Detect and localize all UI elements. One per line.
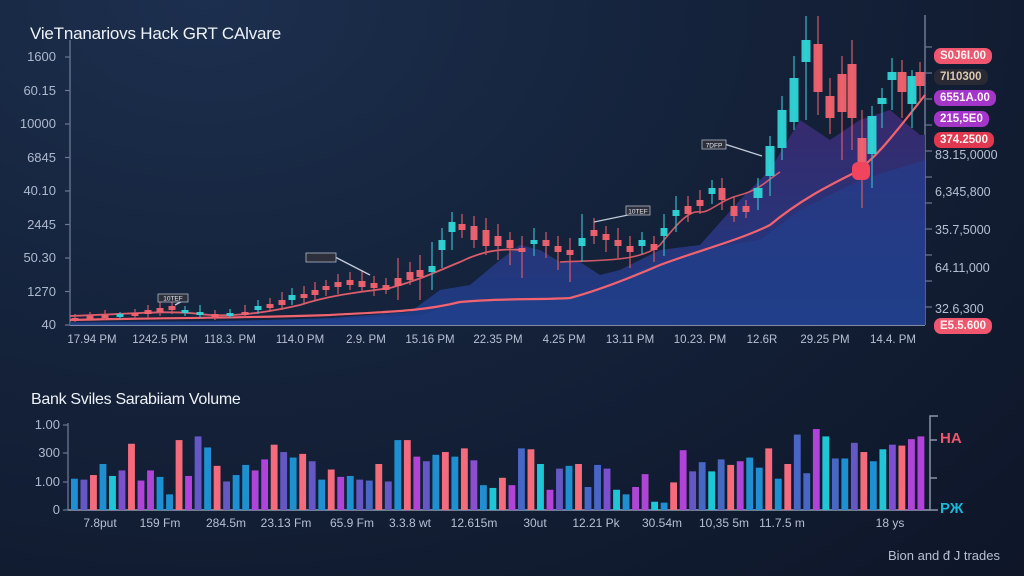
price-tag: S0J6I.00 [934, 48, 993, 64]
volume-x-tick-label: 65.9 Fm [329, 516, 375, 530]
svg-text:10TEF: 10TEF [163, 296, 183, 303]
volume-x-tick-label: 30.54m [641, 516, 683, 530]
volume-x-tick-label: 10,35 5m [698, 516, 750, 530]
y-tick-label: 6845 [27, 149, 56, 165]
y-tick-label: 1600 [27, 49, 56, 64]
x-tick-label: 17.94 PM [67, 334, 117, 346]
x-tick-label: 118.3. PM [204, 334, 256, 346]
volume-y-tick-label: 0 [52, 502, 60, 517]
volume-x-tick-label: 11.7.5 m [759, 516, 805, 530]
y-tick-label: 40.10 [23, 183, 56, 198]
volume-side-label: РЖ [940, 500, 964, 517]
price-tag: 374.2500 [934, 132, 994, 148]
x-tick-label: 13.11 PM [605, 334, 655, 346]
x-tick-label: 22.35 PM [473, 334, 523, 346]
y-right-tick-label: 6,345,800 [935, 185, 991, 199]
svg-text:7DFP: 7DFP [706, 143, 723, 150]
x-tick-label: 14.4. PM [869, 334, 917, 346]
svg-text:10TEF: 10TEF [628, 209, 648, 216]
volume-x-tick-label: 12.615m [450, 516, 498, 530]
volume-x-tick-label: 7.8put [83, 516, 117, 530]
y-tick-label: 50.30 [23, 250, 56, 265]
volume-x-tick-label: 284.5m [205, 516, 247, 530]
y-tick-label: 2445 [27, 216, 56, 232]
y-right-tick-label: 35.7,5000 [935, 223, 991, 237]
y-tick-label: 10000 [19, 116, 56, 131]
volume-x-tick-label: 12.21 Pk [572, 516, 620, 530]
y-tick-label: 40 [41, 317, 56, 332]
volume-x-tick-label: 3.3.8 wt [388, 516, 432, 530]
price-tag: E5.5.600 [934, 318, 993, 334]
volume-x-tick-label: 30ut [523, 516, 547, 530]
price-tag: 215,5E0 [934, 111, 989, 127]
price-tag: 6551A.00 [934, 90, 996, 106]
price-tag: 7I10300 [934, 69, 988, 85]
x-tick-label: 2.9. PM [346, 334, 386, 346]
y-right-tick-label: 32.6,300 [935, 302, 984, 316]
volume-title: Bank Sviles Sarabiiam Volume [31, 391, 241, 408]
volume-x-tick-label: 159 Fm [139, 516, 181, 530]
volume-x-tick-label: 18 ys [875, 516, 905, 530]
volume-x-tick-label: 23.13 Fm [260, 516, 312, 530]
x-tick-label: 15.16 PM [405, 334, 455, 346]
y-right-tick-label: 64.11,000 [935, 261, 990, 275]
x-tick-label: 12.6R [746, 334, 778, 346]
x-tick-label: 29.25 PM [800, 334, 850, 346]
volume-y-tick-label: 1.00 [34, 474, 60, 489]
volume-side-label: HA [940, 430, 962, 447]
chart-title: VieTnanariovs Hack GRT CAlvare [30, 24, 281, 43]
x-tick-label: 114.0 PM [275, 334, 325, 346]
footer-caption: Bion and đ J trades [887, 548, 1000, 563]
x-tick-label: 10.23. PM [673, 334, 727, 346]
volume-y-tick-label: 300 [38, 445, 60, 460]
y-right-tick-label: 83.15,0000 [935, 148, 998, 162]
x-tick-label: 4.25 PM [542, 334, 586, 346]
y-tick-label: 1270 [27, 283, 56, 299]
x-tick-label: 1242.5 PM [132, 334, 188, 346]
y-tick-label: 60.15 [23, 82, 56, 98]
volume-y-tick-label: 1.00 [34, 417, 60, 432]
